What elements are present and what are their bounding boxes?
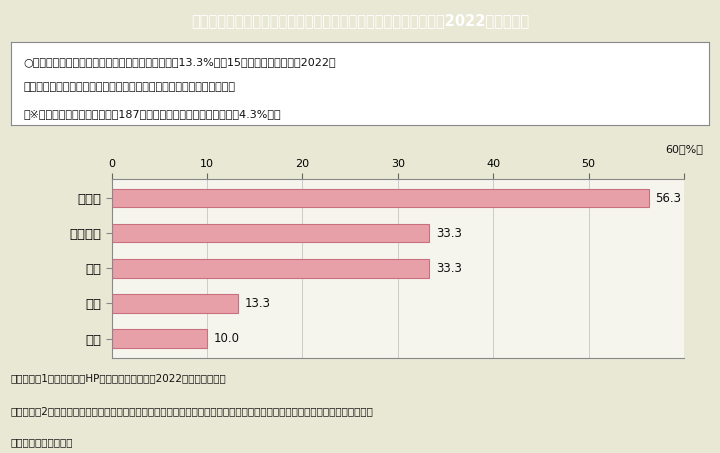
Bar [112, 189, 649, 207]
Text: （備考）　1．各国裁判所HPより作成。令和４（2022）年４月現在。: （備考） 1．各国裁判所HPより作成。令和４（2022）年４月現在。 [11, 373, 227, 383]
Bar [112, 329, 207, 348]
Text: 33.3: 33.3 [436, 227, 462, 240]
Bar [112, 259, 429, 278]
Text: ○日本の最高裁判所の裁判官に占める女性の割合は13.3%（全15人中２人、令和４（2022）: ○日本の最高裁判所の裁判官に占める女性の割合は13.3%（全15人中２人、令和４… [23, 57, 336, 67]
Text: 56.3: 56.3 [655, 192, 681, 205]
Text: 10.0: 10.0 [214, 332, 240, 345]
Text: 判所。: 判所。 [11, 437, 73, 447]
Text: 年４月現在）となっており、諸外国と比べて低い水準となっている。: 年４月現在）となっており、諸外国と比べて低い水準となっている。 [23, 82, 235, 92]
Text: １－７図　諸外国の裁判所裁判官に占める女性の割合（令和４（2022）年４月）: １－７図 諸外国の裁判所裁判官に占める女性の割合（令和４（2022）年４月） [191, 13, 529, 29]
Text: 33.3: 33.3 [436, 262, 462, 275]
Text: ※最高裁判所裁判官は、戦後187人が任命され、うち女性は８人（4.3%）。: ※最高裁判所裁判官は、戦後187人が任命され、うち女性は８人（4.3%）。 [23, 109, 281, 119]
Bar [112, 294, 238, 313]
Text: 2．ドイツは連邦憲法裁判所、フランスは憲法院、米国は連邦最高裁判所、日本は最高裁判所、英国は連合王国最高裁: 2．ドイツは連邦憲法裁判所、フランスは憲法院、米国は連邦最高裁判所、日本は最高裁… [11, 406, 374, 416]
Text: 60（%）: 60（%） [665, 145, 703, 154]
Bar [112, 224, 429, 242]
Text: 13.3: 13.3 [245, 297, 271, 310]
